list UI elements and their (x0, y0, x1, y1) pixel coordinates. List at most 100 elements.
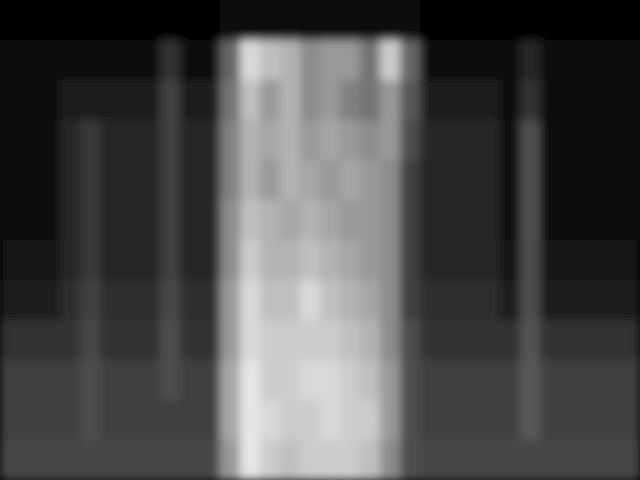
cell (360, 440, 381, 480)
cell (560, 0, 581, 41)
cell (520, 320, 541, 361)
cell (540, 80, 561, 121)
cell (240, 440, 261, 480)
cell (240, 240, 261, 281)
cell (620, 400, 640, 441)
cell (440, 0, 461, 41)
cell (400, 0, 421, 41)
cell (620, 160, 640, 201)
cell (300, 320, 321, 361)
cell (80, 160, 101, 201)
cell (0, 0, 21, 41)
cell (600, 200, 621, 241)
cell (460, 80, 481, 121)
cell (180, 440, 201, 480)
cell (560, 240, 581, 281)
cell (260, 440, 281, 480)
cell (160, 160, 181, 201)
cell (360, 360, 381, 401)
cell (420, 240, 441, 281)
cell (520, 280, 541, 321)
cell (320, 280, 341, 321)
cell (600, 240, 621, 281)
cell (560, 320, 581, 361)
cell (580, 80, 601, 121)
cell (540, 320, 561, 361)
cell (220, 160, 241, 201)
cell (380, 240, 401, 281)
cell (480, 120, 501, 161)
cell (280, 360, 301, 401)
cell (400, 200, 421, 241)
cell (20, 400, 41, 441)
cell (380, 360, 401, 401)
cell (540, 200, 561, 241)
cell (40, 160, 61, 201)
cell (580, 120, 601, 161)
cell (40, 120, 61, 161)
cell (20, 0, 41, 41)
cell (280, 120, 301, 161)
cell (440, 360, 461, 401)
cell (540, 0, 561, 41)
cell (560, 160, 581, 201)
cell (480, 360, 501, 401)
cell (520, 0, 541, 41)
cell (560, 120, 581, 161)
cell (480, 40, 501, 81)
cell (220, 280, 241, 321)
cell (540, 120, 561, 161)
cell (280, 320, 301, 361)
cell (20, 360, 41, 401)
cell (560, 400, 581, 441)
cell (220, 0, 241, 41)
cell (620, 0, 640, 41)
cell (460, 240, 481, 281)
cell (240, 400, 261, 441)
cell (260, 40, 281, 81)
cell (300, 160, 321, 201)
cell (140, 160, 161, 201)
cell (600, 160, 621, 201)
cell (520, 240, 541, 281)
cell (520, 120, 541, 161)
cell (600, 320, 621, 361)
cell (420, 280, 441, 321)
cell (220, 200, 241, 241)
cell (340, 280, 361, 321)
cell (460, 0, 481, 41)
cell (80, 400, 101, 441)
cell (160, 80, 181, 121)
cell (300, 80, 321, 121)
cell (100, 80, 121, 121)
cell (60, 0, 81, 41)
cell (100, 0, 121, 41)
cell (0, 160, 21, 201)
cell (200, 360, 221, 401)
cell (100, 200, 121, 241)
cell (220, 320, 241, 361)
cell (460, 40, 481, 81)
cell (600, 120, 621, 161)
cell (320, 400, 341, 441)
cell (140, 0, 161, 41)
cell (520, 400, 541, 441)
cell (0, 80, 21, 121)
cell (560, 360, 581, 401)
cell (480, 320, 501, 361)
cell (240, 320, 261, 361)
cell (160, 240, 181, 281)
cell (200, 80, 221, 121)
cell (500, 120, 521, 161)
cell (260, 120, 281, 161)
cell (500, 320, 521, 361)
cell (140, 80, 161, 121)
cell (0, 40, 21, 81)
cell (580, 160, 601, 201)
cell (340, 320, 361, 361)
cell (460, 120, 481, 161)
cell (180, 0, 201, 41)
cell (100, 120, 121, 161)
cell (320, 440, 341, 480)
cell (100, 40, 121, 81)
